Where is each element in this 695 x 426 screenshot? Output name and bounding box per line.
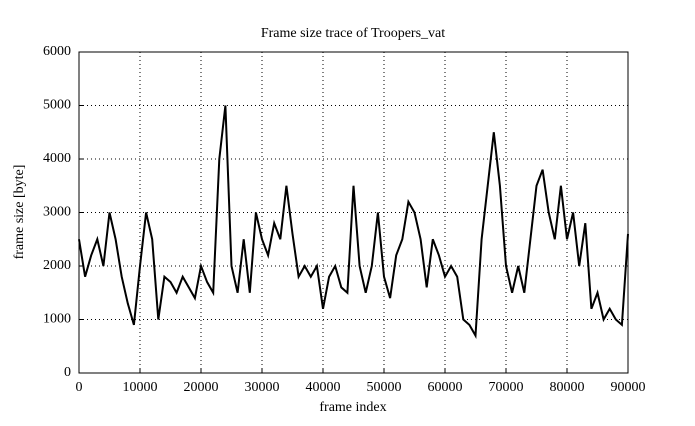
y-tick-label: 0 — [64, 365, 71, 380]
x-tick-label: 90000 — [611, 380, 646, 395]
y-axis-label: frame size [byte] — [12, 165, 27, 260]
y-tick-label: 2000 — [43, 258, 71, 273]
x-tick-label: 40000 — [306, 380, 341, 395]
y-tick-label: 5000 — [43, 98, 71, 113]
y-tick-label: 4000 — [43, 151, 71, 166]
y-tick-label: 1000 — [43, 312, 71, 327]
x-tick-label: 60000 — [428, 380, 463, 395]
x-axis-label: frame index — [319, 400, 386, 415]
x-tick-label: 20000 — [184, 380, 219, 395]
x-tick-label: 70000 — [489, 380, 524, 395]
x-tick-label: 80000 — [550, 380, 585, 395]
x-tick-label: 50000 — [367, 380, 402, 395]
x-tick-label: 10000 — [123, 380, 158, 395]
chart-title: Frame size trace of Troopers_vat — [261, 26, 445, 41]
y-tick-label: 6000 — [43, 44, 71, 59]
x-tick-label: 30000 — [245, 380, 280, 395]
x-tick-label: 0 — [76, 380, 83, 395]
data-line — [78, 105, 629, 339]
plot-frame — [78, 51, 629, 374]
y-tick-label: 3000 — [43, 205, 71, 220]
